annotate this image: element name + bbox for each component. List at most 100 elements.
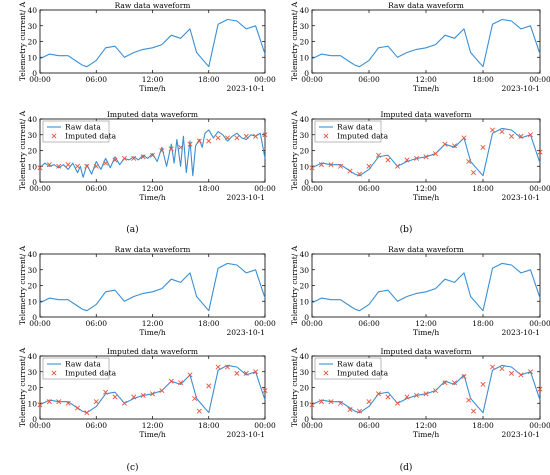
panel-d-imputed-marker xyxy=(461,373,467,379)
panel-b-raw-frame xyxy=(311,9,541,74)
panel-d-raw-ytick-label: 10 xyxy=(299,297,309,306)
panel-b-imputed-marker xyxy=(518,133,524,139)
panel-b-raw-ytick-label: 0 xyxy=(304,69,309,78)
panel-d: 0 10 20 30 40 00:00 06:00 12:00 18:00 00:00 Raw da… xyxy=(290,245,550,473)
panel-a-imputed-ytick-label: 20 xyxy=(27,147,37,156)
panel-c-imputed-legend-imputed-label: Imputed data xyxy=(65,369,117,378)
panel-b-raw-plot: 0 10 20 30 40 00:00 06:00 12:00 18:00 00:00 Raw da… xyxy=(290,1,550,93)
panel-d-imputed-xtick-label: 00:00 xyxy=(301,421,323,430)
panel-c-raw-ytick-label: 30 xyxy=(27,266,37,275)
panel-d-imputed-ytick-label: 10 xyxy=(299,399,309,408)
panel-b-imputed-legend-box xyxy=(314,120,382,143)
panel-a-raw-series-line xyxy=(39,18,266,68)
panel-c-raw-series-line xyxy=(39,262,266,312)
panel-c: 0 10 20 30 40 00:00 06:00 12:00 18:00 00:00 Raw da… xyxy=(18,245,276,473)
panel-d-imputed-xtick-label: 12:00 xyxy=(415,421,437,430)
panel-b-imputed-marker xyxy=(489,127,496,133)
panel-d-imputed-xtick-label: 18:00 xyxy=(472,421,494,430)
panel-d-raw-date-label: 2023-10-1 xyxy=(502,328,540,337)
panel-d-raw-ytick-label: 0 xyxy=(304,313,309,322)
panel-b-imputed-xlabel: Time/h xyxy=(413,193,439,202)
panel-d-imputed-marker xyxy=(347,407,353,413)
panel-d-imputed-ylabel: Telemetry current/ A xyxy=(290,347,299,427)
panel-a-imputed-xtick-label: 00:00 xyxy=(29,184,51,193)
panel-c-raw-frame xyxy=(39,253,266,318)
panel-a-raw-xtick-label: 12:00 xyxy=(142,75,164,84)
panel-b-imputed-marker xyxy=(366,163,372,169)
panel-a-imputed-marker xyxy=(93,163,99,169)
panel-c-imputed-marker xyxy=(112,394,118,400)
panel-b-raw-ytick-label: 30 xyxy=(299,22,309,31)
panel-c-imputed-legend-raw-label: Raw data xyxy=(65,360,101,369)
panel-d-imputed-marker xyxy=(442,380,448,386)
panel-a-imputed-marker xyxy=(215,135,221,141)
panel-c-imputed-xtick-label: 12:00 xyxy=(142,421,164,430)
panel-d-imputed-marker xyxy=(375,391,382,397)
panel-a-raw-xlabel: Time/h xyxy=(139,84,165,93)
panel-b-raw-xtick-label: 06:00 xyxy=(358,75,380,84)
panel-a-imputed-marker xyxy=(140,154,146,160)
panel-c-imputed-marker xyxy=(234,370,240,376)
panel-b-imputed-ytick-label: 30 xyxy=(299,131,309,140)
panel-c-label: (c) xyxy=(126,462,138,473)
panel-a-imputed-marker xyxy=(262,132,268,138)
panel-d-imputed-marker xyxy=(527,369,534,375)
panel-c-imputed-marker xyxy=(168,378,174,384)
panel-c-imputed-marker xyxy=(84,410,90,416)
panel-d-imputed-marker xyxy=(451,380,458,386)
panel-a-imputed-marker xyxy=(131,155,137,161)
panel-b-imputed-marker xyxy=(347,168,353,174)
panel-b-imputed-marker xyxy=(499,129,505,135)
panel-d-imputed-ytick-label: 0 xyxy=(304,415,309,424)
panel-c-raw-xlabel: Time/h xyxy=(139,328,165,337)
panel-b-imputed-marker xyxy=(423,154,429,160)
panel-a-raw-ytick-label: 40 xyxy=(27,6,37,15)
panel-a-imputed-marker xyxy=(103,160,109,166)
panel-b-imputed-date-label: 2023-10-1 xyxy=(502,193,540,202)
panel-b-imputed-ytick-label: 40 xyxy=(299,115,309,124)
panel-b-imputed-title: Imputed data waveform xyxy=(380,110,471,119)
panel-b-raw-xtick-label: 12:00 xyxy=(415,75,437,84)
panel-d-imputed-marker xyxy=(356,408,363,414)
panel-a-imputed-date-label: 2023-10-1 xyxy=(227,193,265,202)
panel-a-raw-ytick-label: 10 xyxy=(27,53,37,62)
panel-a-imputed-marker xyxy=(196,138,202,144)
panel-b-imputed-legend-raw-label: Raw data xyxy=(337,123,373,132)
panel-d-imputed-marker xyxy=(394,400,401,406)
panel-a-imputed-legend-box xyxy=(42,120,110,143)
panel-d-imputed-marker xyxy=(518,372,524,378)
panel-b-imputed-marker xyxy=(461,135,467,141)
panel-d-raw-plot: 0 10 20 30 40 00:00 06:00 12:00 18:00 00:00 Raw da… xyxy=(290,245,550,337)
panel-d-raw-xtick-label: 00:00 xyxy=(529,319,550,328)
panel-a-imputed-marker xyxy=(46,162,52,168)
panel-d-imputed-marker xyxy=(404,394,410,400)
panel-d-raw-frame xyxy=(311,253,541,318)
panel-c-imputed-marker xyxy=(103,389,109,395)
panel-c-imputed-ylabel: Telemetry current/ A xyxy=(18,347,27,427)
panel-d-imputed-marker xyxy=(318,399,325,405)
panel-a-imputed-ytick-label: 0 xyxy=(32,178,37,187)
panel-b-imputed-marker xyxy=(337,163,344,169)
panel-a-imputed-marker xyxy=(243,133,249,139)
panel-d-raw-ylabel: Telemetry current/ A xyxy=(290,245,299,325)
panel-a-imputed-legend-imputed-swatch xyxy=(51,133,57,139)
panel-c-imputed-marker xyxy=(262,388,268,394)
panel-b-raw-title: Raw data waveform xyxy=(388,1,464,10)
panel-d-raw-xlabel: Time/h xyxy=(413,328,439,337)
panel-c-raw-ytick-label: 10 xyxy=(27,297,37,306)
panel-d-raw-ytick-label: 30 xyxy=(299,266,309,275)
panel-c-raw-xtick-label: 00:00 xyxy=(254,319,276,328)
panel-d-raw-xtick-label: 00:00 xyxy=(301,319,323,328)
panel-c-imputed-marker xyxy=(56,399,62,405)
panel-c-imputed-xtick-label: 18:00 xyxy=(198,421,220,430)
panel-c-raw-plot: 0 10 20 30 40 00:00 06:00 12:00 18:00 00:00 Raw da… xyxy=(18,245,276,337)
panel-b-imputed-legend-imputed-swatch xyxy=(323,133,329,139)
panel-c-imputed-marker xyxy=(140,392,146,398)
panel-a-imputed-plot: 0 10 20 30 40 00:00 06:00 12:00 18:00 00:00 Impute… xyxy=(18,110,276,202)
panel-d-imputed-ytick-label: 40 xyxy=(299,352,309,361)
panel-d-imputed-legend-box xyxy=(314,357,382,380)
panel-a-imputed-title: Imputed data waveform xyxy=(107,110,198,119)
panel-d-raw-series-line xyxy=(311,262,541,312)
